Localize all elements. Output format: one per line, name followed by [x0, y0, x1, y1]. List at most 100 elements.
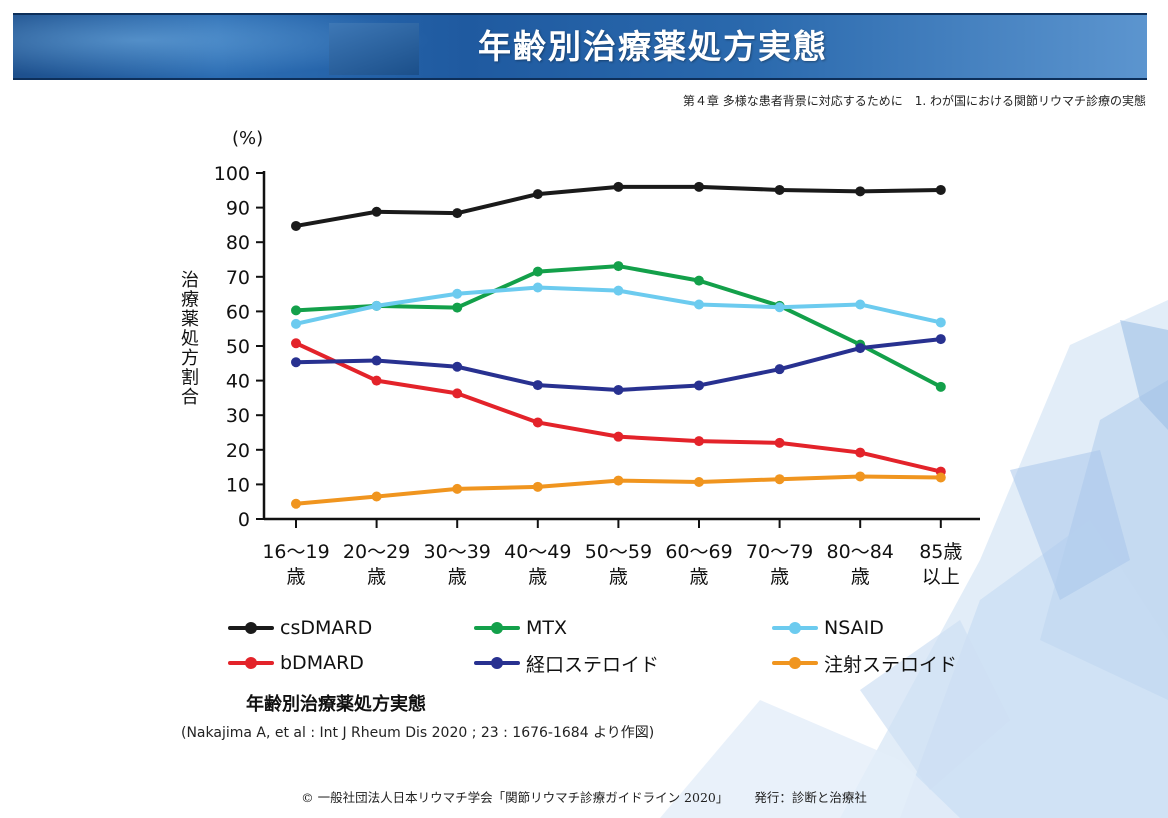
figure-citation: (Nakajima A, et al : Int J Rheum Dis 202… — [181, 725, 655, 741]
legend-swatch — [228, 616, 274, 640]
y-tick-label: 60 — [226, 301, 250, 323]
footer-copyright: © 一般社団法人日本リウマチ学会「関節リウマチ診療ガイドライン 2020」 — [301, 790, 729, 805]
data-point-MTX — [613, 261, 624, 272]
y-axis-title-char: 療 — [181, 290, 199, 311]
data-point-bDMARD — [694, 436, 704, 447]
data-point-bDMARD — [532, 417, 543, 428]
data-point-NSAID — [452, 288, 463, 299]
y-tick-label: 0 — [238, 509, 250, 531]
legend-item-csdmard: csDMARD — [228, 616, 372, 640]
legend-item-mtx: MTX — [474, 616, 567, 640]
x-tick-label-suffix: 歳 — [528, 566, 547, 588]
page-title: 年齢別治療薬処方実態 — [478, 27, 828, 66]
legend-label: bDMARD — [280, 652, 364, 674]
header-banner: 年齢別治療薬処方実態 — [13, 13, 1147, 80]
x-tick-label-suffix: 歳 — [851, 566, 870, 588]
series-line-csDMARD — [294, 184, 943, 228]
x-tick-label: 20～29 — [343, 541, 410, 563]
footer: © 一般社団法人日本リウマチ学会「関節リウマチ診療ガイドライン 2020」 発行：… — [0, 787, 1168, 806]
legend-item-nsaid: NSAID — [772, 616, 884, 640]
footer-publisher: 発行：診断と治療社 — [754, 790, 867, 805]
data-point-bDMARD — [371, 375, 382, 386]
data-point-NSAID — [935, 317, 946, 328]
data-point-注射ステロイド — [935, 472, 946, 483]
data-point-注射ステロイド — [291, 498, 301, 509]
data-point-MTX — [291, 305, 301, 316]
data-point-MTX — [452, 302, 463, 313]
y-tick-label: 40 — [226, 371, 250, 393]
x-tick-label: 80～84 — [827, 541, 894, 563]
data-point-NSAID — [532, 282, 543, 293]
legend-item-oral-steroid: 経口ステロイド — [474, 651, 660, 676]
data-point-bDMARD — [291, 338, 301, 349]
legend-swatch — [474, 651, 520, 675]
legend-item-bdmard: bDMARD — [228, 651, 364, 675]
y-axis-title-char: 合 — [181, 387, 199, 408]
x-tick-label: 30～39 — [424, 541, 491, 563]
data-point-経口ステロイド — [935, 334, 946, 345]
data-point-注射ステロイド — [613, 475, 624, 486]
x-tick-label-suffix: 歳 — [367, 566, 386, 588]
data-point-注射ステロイド — [855, 471, 866, 482]
data-point-csDMARD — [935, 184, 946, 195]
y-axis-title-char: 処 — [181, 329, 199, 350]
figure-caption-title: 年齢別治療薬処方実態 — [246, 694, 426, 715]
data-point-bDMARD — [855, 447, 866, 458]
data-point-経口ステロイド — [291, 357, 301, 368]
x-tick-label-suffix: 歳 — [448, 566, 467, 588]
data-point-注射ステロイド — [774, 474, 785, 485]
data-point-NSAID — [371, 300, 382, 311]
x-tick-label-suffix: 歳 — [689, 566, 708, 588]
data-point-csDMARD — [452, 208, 463, 219]
y-axis-title-char: 薬 — [181, 309, 199, 330]
data-point-csDMARD — [774, 184, 785, 195]
y-axis-title: 治療薬処方割合 — [181, 270, 199, 408]
x-tick-label-suffix: 以上 — [922, 566, 960, 588]
data-point-bDMARD — [452, 388, 463, 399]
data-point-NSAID — [613, 285, 624, 296]
legend-label: csDMARD — [280, 617, 373, 639]
data-point-注射ステロイド — [452, 483, 463, 494]
legend-label: NSAID — [824, 617, 884, 639]
data-point-注射ステロイド — [694, 476, 704, 487]
data-point-経口ステロイド — [694, 380, 704, 391]
y-tick-label: 50 — [226, 336, 250, 358]
x-tick-label-suffix: 歳 — [770, 566, 789, 588]
y-tick-label: 20 — [226, 440, 250, 462]
data-point-bDMARD — [774, 437, 785, 448]
series-line-MTX — [294, 264, 943, 389]
x-tick-label: 85歳 — [919, 541, 962, 563]
data-point-csDMARD — [613, 181, 624, 192]
data-point-NSAID — [291, 318, 301, 329]
y-axis-title-char: 治 — [181, 270, 199, 291]
x-tick-label: 40～49 — [504, 541, 571, 563]
legend-label: 経口ステロイド — [526, 653, 660, 676]
legend-swatch — [772, 616, 818, 640]
data-point-経口ステロイド — [613, 384, 624, 395]
legend-item-injection-steroid: 注射ステロイド — [772, 651, 958, 676]
data-point-MTX — [694, 275, 704, 286]
data-point-bDMARD — [613, 431, 624, 442]
data-point-経口ステロイド — [371, 355, 382, 366]
y-axis-title-char: 方 — [181, 348, 199, 369]
y-tick-label: 80 — [226, 232, 250, 254]
x-tick-label: 70～79 — [746, 541, 813, 563]
data-point-注射ステロイド — [532, 481, 543, 492]
data-point-csDMARD — [291, 220, 301, 231]
data-point-経口ステロイド — [452, 361, 463, 372]
y-tick-label: 100 — [214, 163, 250, 185]
x-tick-label: 16～19 — [262, 541, 329, 563]
x-tick-label: 50～59 — [585, 541, 652, 563]
legend-swatch — [772, 651, 818, 675]
data-point-経口ステロイド — [774, 364, 785, 375]
legend-label: 注射ステロイド — [824, 653, 958, 676]
chapter-subtitle: 第４章 多様な患者背景に対応するために 1. わが国における関節リウマチ診療の実… — [682, 94, 1146, 108]
banner-patch — [329, 23, 419, 75]
y-tick-label: 70 — [226, 267, 250, 289]
data-point-経口ステロイド — [855, 343, 866, 354]
x-tick-label-suffix: 歳 — [609, 566, 628, 588]
data-point-MTX — [532, 266, 543, 277]
y-axis-title-char: 割 — [181, 368, 199, 389]
